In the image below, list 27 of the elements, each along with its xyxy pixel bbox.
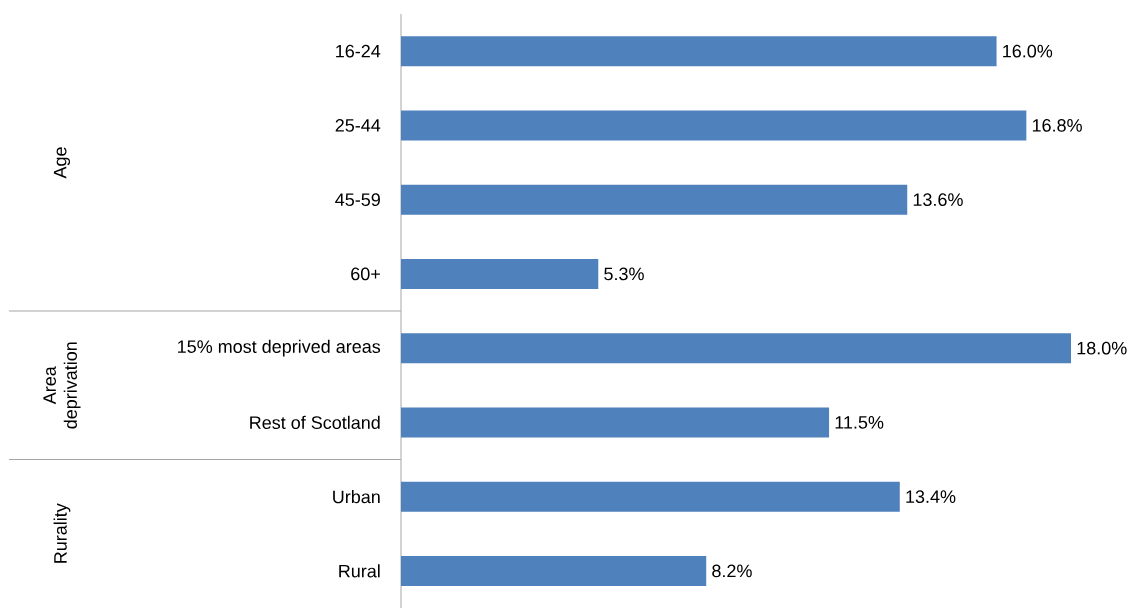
bar [401,332,1072,363]
data-label: 8.2% [712,564,752,577]
y-tick-label: Urban [333,489,380,503]
bar [401,110,1027,141]
data-label: 11.5% [835,415,884,429]
y-tick-label: Rest of Scotland [250,415,380,429]
data-label: 16.8% [1032,118,1082,132]
bar [401,184,908,215]
y-tick-label: 60+ [351,267,380,280]
data-label: 18.0% [1077,341,1127,355]
text: Age [53,147,71,179]
data-label: 5.3% [604,267,644,280]
y-tick-label: Rural [339,564,380,578]
text: Rurality [53,503,71,563]
y-tick-label: 15% most deprived areas [178,339,381,357]
bar [401,258,599,289]
y-tick-label: 16-24 [336,44,381,58]
y-tick-label: 45-59 [335,193,380,206]
bar [401,35,997,66]
bar [401,407,830,438]
data-label: 13.6% [913,193,963,206]
y-tick-label: 25-44 [335,118,381,132]
data-label: 16.0% [1003,44,1053,58]
text: Area deprivation [43,342,81,429]
data-label: 13.4% [906,490,956,503]
bar [401,555,707,586]
bar [401,481,900,512]
